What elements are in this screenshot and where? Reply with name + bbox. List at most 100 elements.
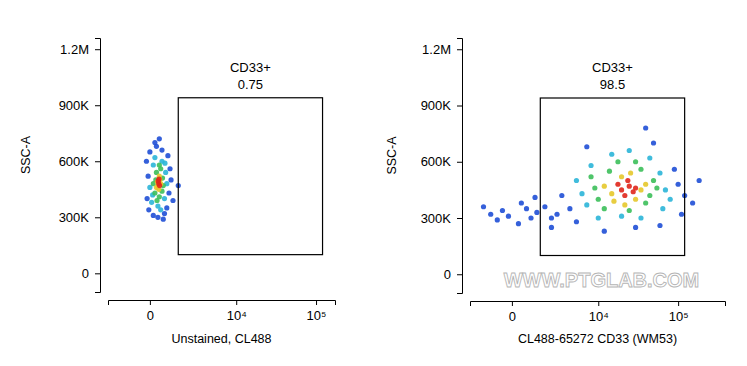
y-axis-title: SSC-A	[19, 135, 33, 174]
tick-label: 0	[147, 308, 154, 323]
gate-percent: 0.75	[238, 77, 263, 92]
tick-mark	[457, 106, 462, 107]
tick: 10⁴	[227, 300, 247, 323]
tick: 900K	[421, 98, 462, 113]
tick: 600K	[421, 154, 462, 169]
axis-line	[457, 39, 463, 294]
event-point	[584, 144, 589, 149]
event-point	[638, 187, 643, 192]
tick-mark	[95, 273, 100, 274]
event-point	[607, 169, 612, 174]
event-point	[155, 215, 160, 220]
tick-mark	[95, 217, 100, 218]
tick: 10⁵	[307, 300, 327, 323]
event-point	[162, 161, 167, 166]
event-point	[672, 167, 677, 172]
event-point	[495, 217, 500, 222]
event-point	[163, 170, 168, 175]
tick-mark	[95, 161, 100, 162]
event-point	[663, 187, 668, 192]
event-point	[611, 199, 616, 204]
tick-mark	[316, 300, 317, 305]
event-point	[549, 215, 554, 220]
event-point	[156, 176, 161, 181]
y-axis: 0300K600K900K1.2M	[59, 39, 101, 293]
event-point	[690, 200, 695, 205]
event-point	[627, 148, 632, 153]
event-point	[542, 204, 547, 209]
event-point	[549, 225, 554, 230]
event-point	[651, 140, 656, 145]
figure: CD33+0.75010⁴10⁵0300K600K900K1.2MUnstain…	[0, 0, 747, 366]
event-point	[633, 197, 638, 202]
tick-mark	[236, 300, 237, 305]
event-point	[619, 214, 624, 219]
event-point	[574, 219, 579, 224]
y-axis-title: SSC-A	[385, 136, 399, 175]
event-point	[162, 211, 167, 216]
event-point	[622, 202, 627, 207]
tick-label: 0	[444, 267, 451, 282]
watermark: WWW.PTGLAB.COM	[504, 269, 700, 291]
event-point	[168, 177, 173, 182]
tick: 300K	[421, 211, 462, 226]
event-point	[596, 197, 601, 202]
event-point	[554, 212, 559, 217]
event-point	[151, 213, 156, 218]
tick-label: 10⁵	[307, 308, 327, 323]
gate-label: CD33+	[230, 60, 271, 75]
gate	[178, 98, 322, 255]
tick-label: 900K	[421, 98, 452, 113]
event-point	[567, 206, 572, 211]
event-point	[668, 197, 673, 202]
event-point	[152, 190, 157, 195]
event-point	[625, 178, 630, 183]
event-point	[627, 208, 632, 213]
event-point	[643, 125, 648, 130]
tick-label: 10⁵	[669, 309, 689, 324]
event-point	[619, 187, 624, 192]
event-point	[164, 205, 169, 210]
event-point	[157, 136, 162, 141]
event-point	[146, 174, 151, 179]
event-point	[579, 191, 584, 196]
event-point	[660, 206, 665, 211]
event-point	[627, 184, 632, 189]
gate-percent: 98.5	[600, 77, 625, 92]
event-point	[149, 200, 154, 205]
tick-label: 300K	[59, 210, 90, 225]
event-point	[170, 198, 175, 203]
event-point	[167, 166, 172, 171]
axis-line	[95, 39, 101, 293]
tick: 1.2M	[60, 42, 100, 57]
event-point	[532, 195, 537, 200]
tick-label: 0	[82, 266, 89, 281]
event-point	[481, 204, 486, 209]
event-point	[647, 193, 652, 198]
axis-line	[471, 302, 726, 307]
event-point	[657, 223, 662, 228]
tick-mark	[678, 301, 679, 306]
event-point	[588, 163, 593, 168]
event-point	[622, 193, 627, 198]
event-point	[152, 140, 157, 145]
tick: 900K	[59, 98, 100, 113]
event-point	[158, 207, 163, 212]
tick-label: 600K	[421, 154, 452, 169]
event-point	[159, 147, 164, 152]
x-axis: 0 10⁴ 10⁵	[109, 300, 336, 323]
event-point	[584, 202, 589, 207]
event-point	[602, 184, 607, 189]
event-point	[534, 210, 539, 215]
tick-label: 10⁴	[227, 308, 247, 323]
event-point	[165, 153, 170, 158]
tick: 1.2M	[422, 42, 462, 57]
event-point	[528, 215, 533, 220]
panel: CD33+98.5010⁴10⁵0300K600K900K1.2MCL488-6…	[385, 39, 726, 347]
event-point	[628, 170, 633, 175]
event-point	[145, 196, 150, 201]
event-point	[676, 182, 681, 187]
tick-mark	[457, 49, 462, 50]
gate-label: CD33+	[592, 60, 633, 75]
event-point	[638, 215, 643, 220]
